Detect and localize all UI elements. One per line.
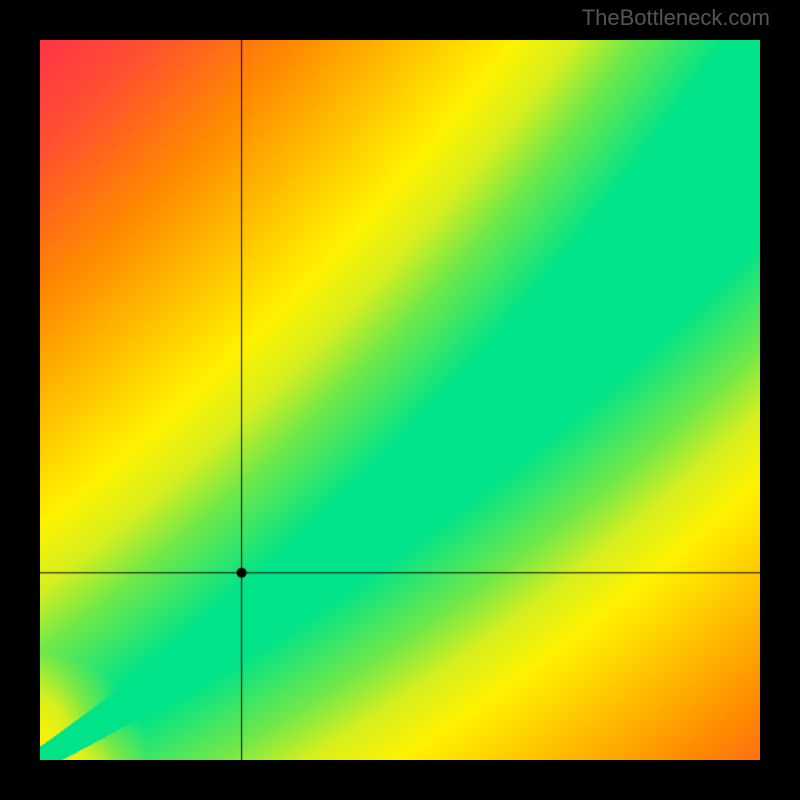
heatmap-plot (40, 40, 760, 760)
heatmap-canvas (40, 40, 760, 760)
chart-container: TheBottleneck.com (0, 0, 800, 800)
watermark-text: TheBottleneck.com (582, 5, 770, 31)
